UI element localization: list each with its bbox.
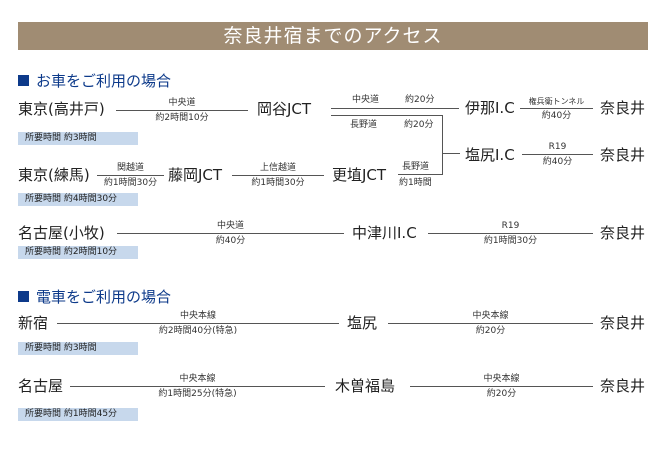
car-section-heading: お車をご利用の場合 [18, 70, 171, 91]
route-line [117, 233, 344, 234]
road-label: 中央道 [216, 221, 244, 231]
road-label: 長野道 [350, 120, 378, 130]
route-line [331, 108, 459, 109]
route-line [398, 174, 443, 175]
origin-nagoya-komaki: 名古屋(小牧) [18, 224, 105, 242]
koshoku-jct: 更埴JCT [332, 166, 387, 184]
route-line [70, 386, 325, 387]
duration-badge: 所要時間 約3時間 [18, 132, 138, 145]
time-label: 約20分 [486, 389, 517, 399]
route-line [428, 233, 593, 234]
origin-tokyo-takaido: 東京(高井戸) [18, 100, 105, 118]
route-line [331, 115, 443, 116]
duration-badge: 所要時間 約4時間30分 [18, 193, 138, 206]
route-line [442, 153, 460, 154]
fujioka-jct: 藤岡JCT [168, 166, 223, 184]
dest-narai: 奈良井 [600, 224, 646, 242]
square-bullet-icon [18, 291, 29, 302]
dest-narai: 奈良井 [600, 99, 646, 117]
time-label: 約1時間 [399, 178, 432, 188]
nakatsugawa-ic: 中津川I.C [352, 224, 417, 242]
road-label: 長野道 [402, 162, 430, 172]
road-label: 権兵衛トンネル [528, 97, 585, 106]
time-label: 約1時間30分 [483, 236, 538, 246]
bracket-line [442, 115, 443, 174]
time-label: 約20分 [405, 95, 435, 105]
dest-narai: 奈良井 [600, 146, 646, 164]
road-label: 上信越道 [259, 163, 296, 173]
ina-ic: 伊那I.C [465, 99, 515, 117]
duration-badge: 所要時間 約3時間 [18, 342, 138, 355]
time-label: 約2時間40分(特急) [158, 326, 238, 336]
via-kiso-fukushima: 木曽福島 [335, 377, 396, 395]
time-label: 約20分 [475, 326, 506, 336]
dest-narai: 奈良井 [600, 314, 646, 332]
road-label: 中央道 [168, 98, 196, 108]
duration-badge: 所要時間 約2時間10分 [18, 246, 138, 259]
time-label: 約40分 [215, 236, 246, 246]
route-line [410, 386, 593, 387]
duration-badge: 所要時間 約1時間45分 [18, 408, 138, 421]
route-line [232, 175, 324, 176]
road-label: 中央道 [352, 95, 380, 105]
shiojiri-ic: 塩尻I.C [465, 146, 515, 164]
line-label: 中央本線 [483, 374, 520, 384]
origin-nagoya: 名古屋 [18, 377, 64, 395]
time-label: 約1時間25分(特急) [158, 389, 237, 399]
train-section-heading: 電車をご利用の場合 [18, 286, 171, 307]
square-bullet-icon [18, 75, 29, 86]
dest-narai: 奈良井 [600, 377, 646, 395]
origin-shinjuku: 新宿 [18, 314, 49, 332]
okaya-jct: 岡谷JCT [257, 100, 312, 118]
route-line [522, 154, 593, 155]
time-label: 約40分 [541, 111, 572, 121]
line-label: 中央本線 [179, 311, 216, 321]
route-line [57, 323, 339, 324]
time-label: 約1時間30分 [251, 178, 305, 188]
time-label: 約1時間30分 [103, 178, 158, 188]
time-label: 約20分 [404, 120, 434, 130]
line-label: 中央本線 [472, 311, 509, 321]
road-label: 関越道 [116, 163, 144, 173]
route-line [520, 108, 593, 109]
via-shiojiri: 塩尻 [347, 314, 378, 332]
train-heading-text: 電車をご利用の場合 [36, 288, 172, 306]
car-heading-text: お車をご利用の場合 [36, 72, 172, 90]
route-line [116, 110, 248, 111]
origin-tokyo-nerima: 東京(練馬) [18, 166, 90, 184]
time-label: 約40分 [542, 157, 573, 167]
route-line [388, 323, 593, 324]
line-label: 中央本線 [179, 374, 216, 384]
road-label: R19 [548, 142, 567, 152]
page-title: 奈良井宿までのアクセス [18, 22, 648, 50]
road-label: R19 [501, 221, 520, 231]
time-label: 約2時間10分 [155, 113, 209, 123]
route-line [97, 175, 164, 176]
